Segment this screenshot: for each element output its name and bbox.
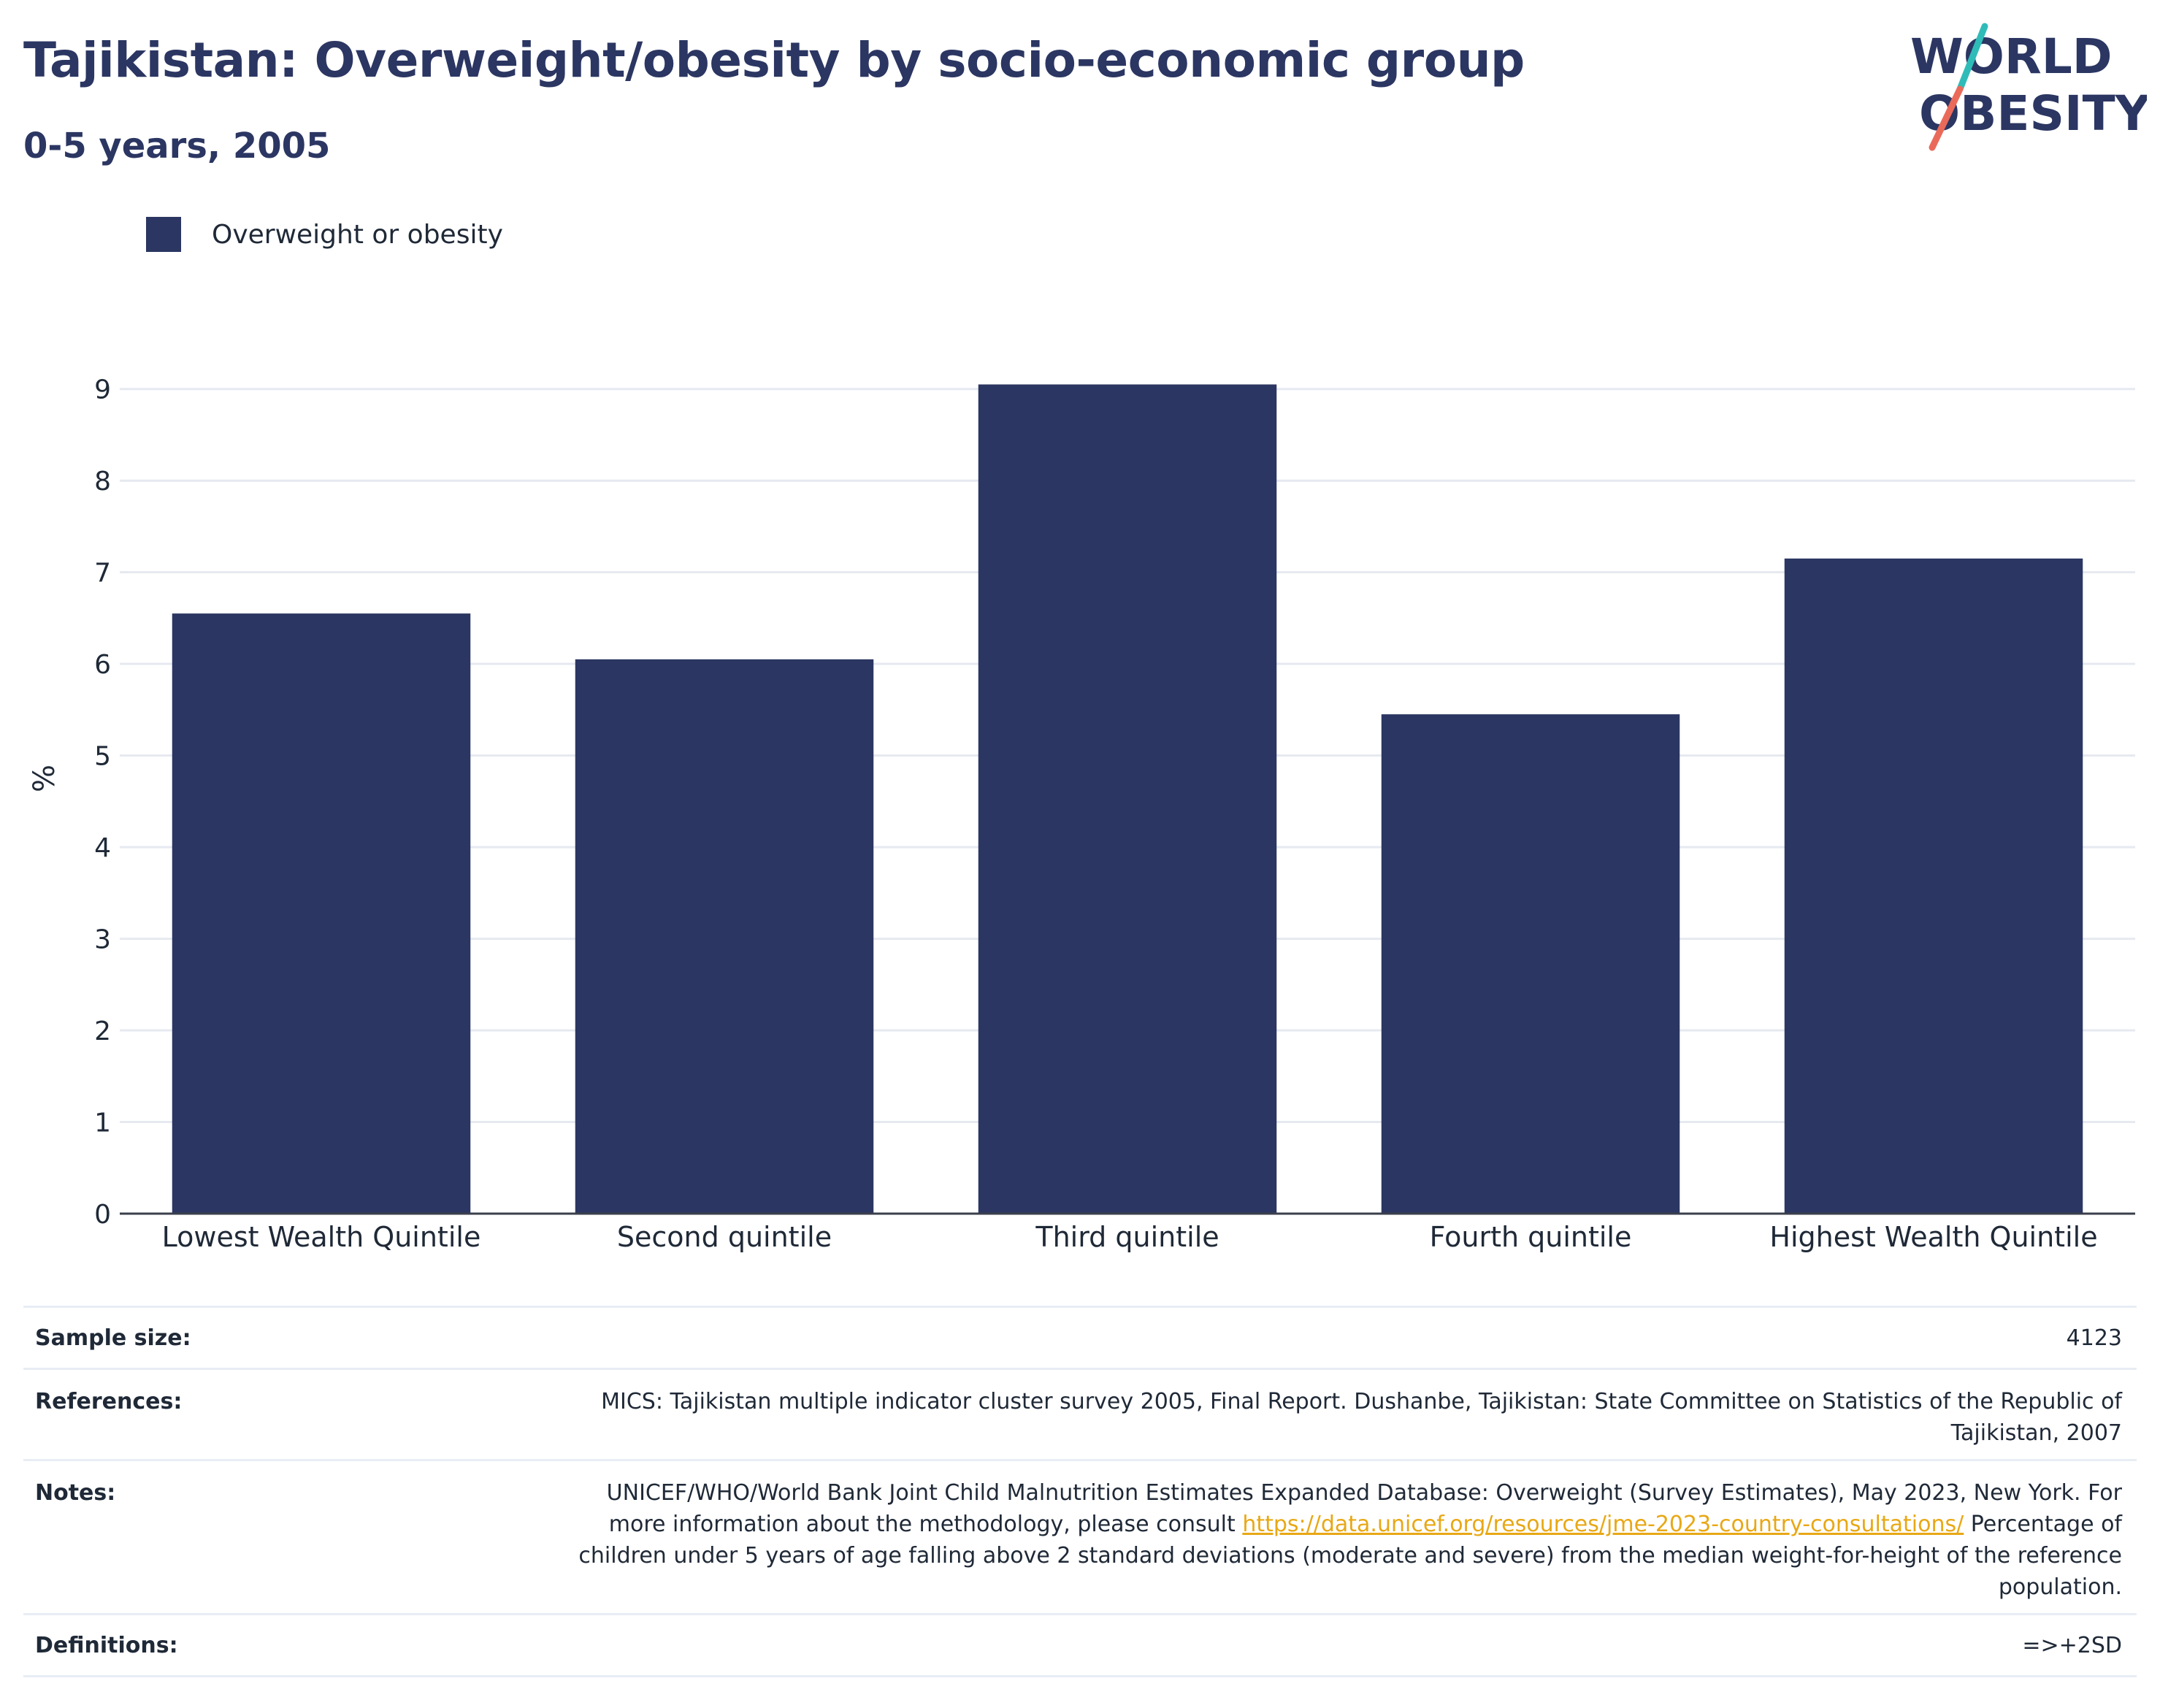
x-tick-label: Lowest Wealth Quintile xyxy=(162,1221,481,1253)
logo-slash-coral xyxy=(1929,85,1964,151)
bar xyxy=(172,613,471,1214)
x-tick-label: Second quintile xyxy=(617,1221,832,1253)
info-table: Sample size: 4123 References: MICS: Taji… xyxy=(23,1306,2137,1677)
legend-swatch xyxy=(146,217,181,252)
bar xyxy=(1381,714,1680,1214)
y-tick-label: 2 xyxy=(94,1016,111,1046)
info-row-references: References: MICS: Tajikistan multiple in… xyxy=(23,1368,2137,1459)
bar xyxy=(978,384,1277,1214)
notes-text-definition: Percentage of children under 5 years of … xyxy=(578,1512,2122,1600)
info-row-notes: Notes: UNICEF/WHO/World Bank Joint Child… xyxy=(23,1459,2137,1613)
y-axis-label: % xyxy=(28,765,61,792)
x-tick-label: Fourth quintile xyxy=(1430,1221,1632,1253)
x-tick-label: Highest Wealth Quintile xyxy=(1769,1221,2097,1253)
y-tick-label: 6 xyxy=(94,650,111,680)
bar xyxy=(575,659,874,1214)
info-row-sample-size: Sample size: 4123 xyxy=(23,1306,2137,1368)
references-label: References: xyxy=(35,1389,183,1414)
notes-text-methodology: UNICEF/WHO/World Bank Joint Child Malnut… xyxy=(606,1480,2122,1537)
bar-chart: 0 1 2 3 4 5 6 7 8 9% Lowest Wealth Quintile Second … xyxy=(28,375,2135,1253)
sample-size-value: 4123 xyxy=(2066,1325,2122,1351)
notes-methodology-link[interactable]: https://data.unicef.org/resources/jme-20… xyxy=(1242,1512,1964,1537)
y-tick-label: 7 xyxy=(94,559,111,589)
y-tick-label: 8 xyxy=(94,467,111,497)
y-tick-label: 1 xyxy=(94,1108,111,1138)
y-tick-label: 4 xyxy=(94,833,111,863)
sample-size-label: Sample size: xyxy=(35,1325,191,1351)
y-tick-label: 0 xyxy=(94,1200,111,1230)
references-value: MICS: Tajikistan multiple indicator clus… xyxy=(601,1389,2122,1446)
y-tick-label: 5 xyxy=(94,742,111,772)
y-tick-label: 9 xyxy=(94,375,111,405)
y-tick-label: 3 xyxy=(94,925,111,955)
legend: Overweight or obesity xyxy=(146,217,503,252)
world-obesity-logo: WORLD OBESITY xyxy=(1910,23,2147,151)
logo-word-world: WORLD xyxy=(1910,28,2113,85)
info-row-definitions: Definitions: =>+2SD xyxy=(23,1613,2137,1677)
notes-label: Notes: xyxy=(35,1480,116,1506)
legend-label: Overweight or obesity xyxy=(212,219,503,250)
chart-title: Tajikistan: Overweight/obesity by socio-… xyxy=(23,32,1525,88)
chart-subtitle: 0-5 years, 2005 xyxy=(23,126,331,166)
x-tick-label: Third quintile xyxy=(1035,1221,1219,1253)
logo-slash-teal xyxy=(1956,23,1988,93)
definitions-value: =>+2SD xyxy=(2022,1632,2122,1658)
bar xyxy=(1784,558,2083,1214)
definitions-label: Definitions: xyxy=(35,1632,178,1658)
notes-value: UNICEF/WHO/World Bank Joint Child Malnut… xyxy=(567,1477,2137,1603)
